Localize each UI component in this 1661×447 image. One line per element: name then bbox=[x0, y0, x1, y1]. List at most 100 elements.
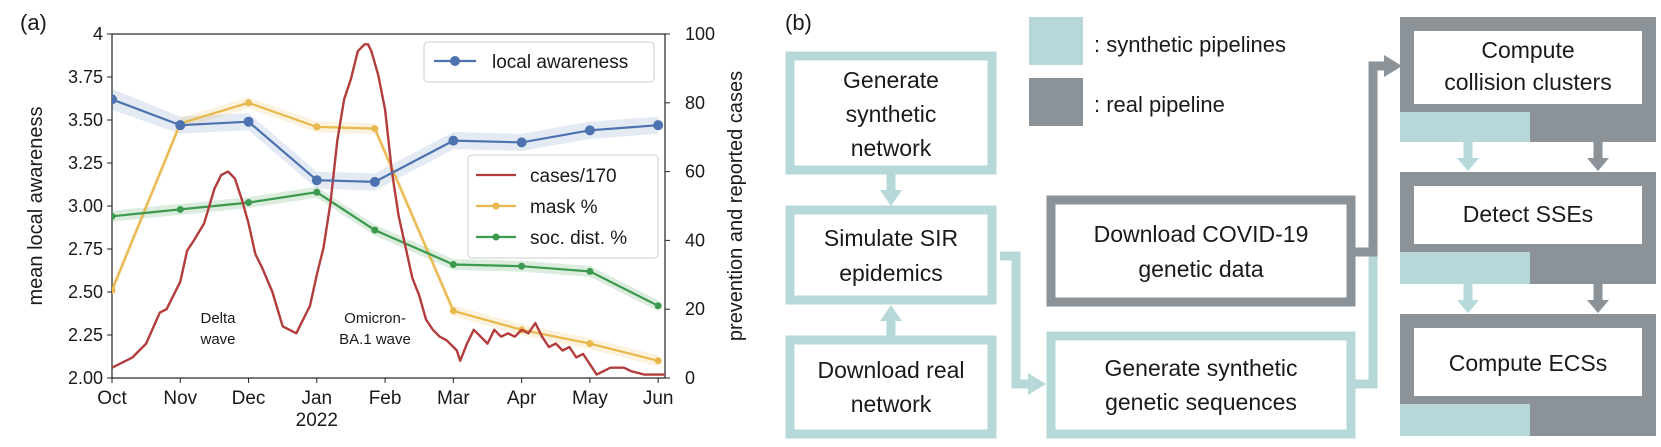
legend-synthetic-swatch bbox=[1029, 17, 1083, 65]
cases-line bbox=[112, 43, 665, 376]
legend-label-socdist: soc. dist. % bbox=[530, 228, 627, 249]
legend-right-box bbox=[467, 154, 659, 259]
box-download-real-network: Download real network bbox=[785, 335, 997, 439]
x-tick-label: May bbox=[572, 388, 608, 409]
box-sim-sir-line2: epidemics bbox=[839, 260, 943, 286]
awareness-point bbox=[653, 120, 664, 131]
legend-real-label: : real pipeline bbox=[1094, 92, 1225, 117]
panel-label-b: (b) bbox=[785, 10, 812, 35]
box-generate-genetic-sequences: Generate synthetic genetic sequences bbox=[1046, 331, 1356, 439]
mask-point bbox=[245, 99, 253, 107]
box-gen-net-line2: synthetic bbox=[846, 101, 937, 127]
box-generate-synthetic-network: Generate synthetic network bbox=[785, 51, 997, 175]
legend-top: local awareness bbox=[423, 41, 655, 83]
x-tick-label: Nov bbox=[163, 388, 197, 409]
socdist-point bbox=[112, 212, 116, 220]
box-covid-line2: genetic data bbox=[1138, 256, 1264, 282]
awareness-point bbox=[175, 120, 186, 131]
right-tick-label: 0 bbox=[685, 368, 695, 388]
x-tick-label: Jan bbox=[301, 388, 332, 409]
axes-layer: Oct Nov Dec Jan Feb Mar Apr May Jun 2022 2.00 2.25 2… bbox=[68, 24, 715, 431]
legend-swatch-socdist-marker bbox=[492, 233, 500, 241]
arrow-head-gen-net bbox=[880, 190, 902, 206]
chart-panel: (a) Oct Nov Dec Jan Feb Mar Apr May Jun 2022 2.00 2… bbox=[20, 10, 747, 431]
awareness-point bbox=[243, 116, 254, 127]
socdist-point bbox=[449, 260, 457, 268]
left-tick-label: 2.00 bbox=[68, 368, 103, 388]
box-download-covid-data: Download COVID-19 genetic data bbox=[1046, 195, 1356, 307]
box-gen-net-line1: Generate bbox=[843, 67, 939, 93]
connector-gen-seq-up bbox=[1355, 254, 1378, 389]
mask-point bbox=[112, 286, 116, 294]
arrow-head-collision-detect-real bbox=[1587, 158, 1609, 171]
box-covid-line1: Download COVID-19 bbox=[1094, 221, 1309, 247]
box-detect-label: Detect SSEs bbox=[1463, 201, 1593, 227]
box-ecs-label: Compute ECSs bbox=[1449, 350, 1608, 376]
legend-real-swatch bbox=[1029, 78, 1083, 126]
arrow-head-detect-ecs-synth bbox=[1457, 300, 1479, 313]
connector-covid-to-collision bbox=[1355, 61, 1387, 257]
arrow-head-covid-to-collision bbox=[1384, 55, 1402, 77]
box-simulate-sir: Simulate SIR epidemics bbox=[785, 205, 997, 305]
awareness-point bbox=[112, 94, 117, 105]
socdist-point bbox=[245, 199, 253, 207]
left-tick-label: 4 bbox=[93, 24, 103, 44]
left-tick-label: 3.75 bbox=[68, 67, 103, 87]
box-compute-collision-clusters: Compute collision clusters bbox=[1400, 17, 1656, 142]
right-tick-label: 20 bbox=[685, 299, 705, 319]
annotation-omicron: Omicron- BA.1 wave bbox=[339, 310, 411, 348]
left-tick-label: 3.25 bbox=[68, 153, 103, 173]
x-tick-label: Oct bbox=[97, 388, 127, 409]
mask-point bbox=[371, 125, 379, 133]
connectors bbox=[880, 55, 1609, 395]
left-tick-label: 3.50 bbox=[68, 110, 103, 130]
right-tick-label: 40 bbox=[685, 230, 705, 250]
x-tick-label: Mar bbox=[437, 388, 470, 409]
socdist-point bbox=[313, 188, 321, 196]
right-tick-label: 100 bbox=[685, 24, 715, 44]
box-download-net-line1: Download real bbox=[817, 357, 964, 383]
annotation-delta-line2: wave bbox=[199, 331, 235, 348]
left-tick-label: 2.75 bbox=[68, 239, 103, 259]
arrow-head-sim-to-gen-seq bbox=[1028, 373, 1046, 395]
legend-top-box bbox=[423, 41, 655, 83]
awareness-point bbox=[369, 176, 380, 187]
left-tick-label: 2.25 bbox=[68, 325, 103, 345]
x-tick-label: Apr bbox=[507, 388, 537, 409]
legend-label-awareness: local awareness bbox=[492, 52, 628, 73]
arrow-head-collision-detect-synth bbox=[1457, 158, 1479, 171]
left-tick-label: 3.00 bbox=[68, 196, 103, 216]
arrow-sim-to-gen-seq bbox=[1000, 251, 1032, 389]
mask-point bbox=[313, 123, 321, 131]
right-tick-label: 60 bbox=[685, 162, 705, 182]
x-tick-sublabel: 2022 bbox=[296, 410, 338, 431]
awareness-point bbox=[516, 137, 527, 148]
mask-point bbox=[586, 340, 594, 348]
socdist-point bbox=[654, 302, 662, 310]
right-tick-label: 80 bbox=[685, 93, 705, 113]
socdist-point bbox=[586, 267, 594, 275]
legend-label-cases: cases/170 bbox=[530, 166, 617, 187]
annotation-omicron-line1: Omicron- bbox=[344, 310, 406, 327]
diagram-panel: (b) : synthetic pipelines : real pipelin… bbox=[785, 10, 1656, 439]
awareness-point bbox=[584, 125, 595, 136]
box-gen-seq-line1: Generate synthetic bbox=[1104, 355, 1297, 381]
awareness-confidence-band bbox=[112, 89, 659, 191]
legend-right: cases/170 mask % soc. dist. % bbox=[467, 154, 659, 259]
annotation-omicron-line2: BA.1 wave bbox=[339, 331, 411, 348]
legend-label-mask: mask % bbox=[530, 197, 598, 218]
box-gen-seq-line2: genetic sequences bbox=[1105, 389, 1297, 415]
annotation-delta: Delta wave bbox=[199, 310, 236, 348]
left-axis-label: mean local awareness bbox=[25, 107, 47, 306]
x-tick-label: Jun bbox=[643, 388, 674, 409]
annotation-delta-line1: Delta bbox=[200, 310, 236, 327]
socdist-point bbox=[371, 226, 379, 234]
panel-label-a: (a) bbox=[20, 10, 47, 35]
box-detect-sses: Detect SSEs bbox=[1400, 172, 1656, 284]
socdist-point bbox=[518, 262, 526, 270]
right-axis-label: prevention and reported cases bbox=[725, 71, 747, 341]
awareness-point bbox=[311, 175, 322, 186]
left-tick-label: 2.50 bbox=[68, 282, 103, 302]
legend-swatch-awareness-marker bbox=[450, 56, 460, 66]
